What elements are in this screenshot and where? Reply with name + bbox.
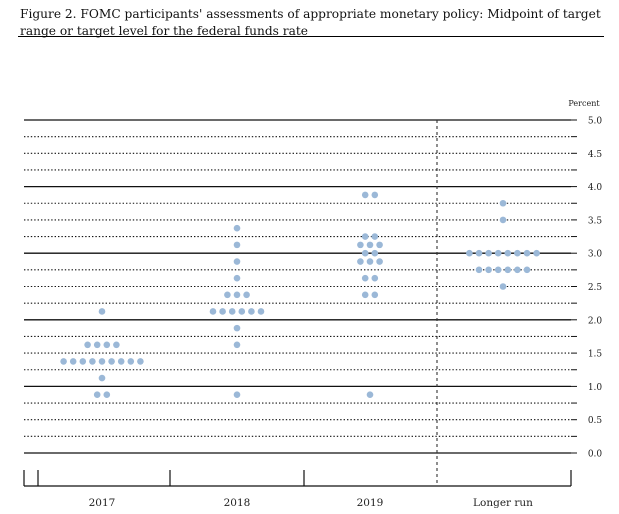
participant-dot bbox=[376, 241, 383, 249]
y-tick-label: 1.0 bbox=[588, 383, 603, 393]
participant-dot bbox=[466, 249, 473, 257]
participant-dot bbox=[233, 258, 241, 265]
y-tick-label: 3.5 bbox=[588, 216, 603, 226]
participant-dot bbox=[79, 358, 87, 365]
participant-dot bbox=[361, 291, 369, 299]
participant-dot bbox=[233, 241, 241, 249]
y-tick-label: 3.0 bbox=[588, 250, 603, 260]
participant-dot bbox=[371, 233, 379, 240]
participant-dot bbox=[533, 249, 540, 257]
participant-dot bbox=[494, 249, 502, 257]
participant-dot bbox=[371, 291, 379, 299]
participant-dot bbox=[209, 308, 217, 315]
participant-dot bbox=[371, 249, 379, 257]
participant-dot bbox=[475, 266, 483, 274]
participant-dot bbox=[366, 258, 374, 265]
participant-dot bbox=[228, 308, 236, 315]
participant-dot bbox=[93, 391, 101, 399]
participant-dot bbox=[233, 274, 241, 282]
participant-dot bbox=[233, 324, 241, 332]
y-tick-label: 5.0 bbox=[588, 117, 603, 127]
caption-rule bbox=[18, 36, 604, 37]
participant-dot bbox=[357, 258, 364, 265]
participant-dot bbox=[361, 233, 369, 240]
participant-dot bbox=[504, 266, 512, 274]
participant-dot bbox=[117, 358, 125, 365]
participant-dot bbox=[494, 266, 502, 274]
participant-dot bbox=[89, 358, 96, 365]
participant-dot bbox=[108, 358, 115, 365]
participant-dot bbox=[514, 266, 521, 274]
participant-dot bbox=[233, 391, 241, 399]
participant-dot bbox=[475, 249, 483, 257]
participant-dot bbox=[98, 308, 106, 315]
figure-caption: Figure 2. FOMC participants' assessments… bbox=[20, 7, 601, 38]
participant-dot bbox=[233, 341, 241, 349]
participant-dot bbox=[499, 199, 507, 207]
participant-dot bbox=[238, 308, 246, 315]
participant-dot bbox=[523, 266, 531, 274]
participant-dot bbox=[357, 241, 364, 249]
participant-dot bbox=[257, 308, 265, 315]
participant-dot bbox=[485, 249, 492, 257]
participant-dot bbox=[233, 224, 241, 232]
x-category-label: 2019 bbox=[357, 497, 384, 509]
participant-dot bbox=[219, 308, 226, 315]
participant-dot bbox=[376, 258, 383, 265]
y-tick-label: 4.5 bbox=[588, 150, 603, 160]
y-tick-label: 2.0 bbox=[588, 316, 603, 326]
y-tick-label: 4.0 bbox=[588, 183, 603, 193]
participant-dot bbox=[127, 358, 135, 365]
participant-dot bbox=[371, 191, 379, 199]
participant-dot bbox=[523, 249, 531, 257]
participant-dot bbox=[366, 391, 374, 399]
x-category-label: 2018 bbox=[224, 497, 251, 509]
participant-dot bbox=[361, 249, 369, 257]
participant-dot bbox=[103, 391, 111, 399]
y-tick-label: 0.5 bbox=[588, 416, 603, 426]
y-tick-label: 2.5 bbox=[588, 283, 603, 293]
participant-dot bbox=[499, 216, 507, 224]
participant-dot bbox=[69, 358, 77, 365]
participant-dot bbox=[248, 308, 255, 315]
participant-dot bbox=[98, 358, 106, 365]
participant-dot bbox=[499, 283, 507, 290]
participant-dot bbox=[113, 341, 120, 349]
participant-dot bbox=[137, 358, 144, 365]
participant-dot bbox=[371, 274, 379, 282]
participant-dot bbox=[84, 341, 91, 349]
y-axis-label: Percent bbox=[568, 99, 600, 108]
participant-dot bbox=[361, 274, 369, 282]
participant-dot bbox=[60, 358, 67, 365]
participant-dot bbox=[103, 341, 111, 349]
x-category-label: 2017 bbox=[89, 497, 116, 509]
participant-dot bbox=[485, 266, 492, 274]
participant-dot bbox=[514, 249, 521, 257]
y-tick-label: 0.0 bbox=[588, 450, 603, 460]
participant-dot bbox=[504, 249, 512, 257]
participant-dot bbox=[366, 241, 374, 249]
participant-dot bbox=[361, 191, 369, 199]
participant-dot bbox=[224, 291, 231, 299]
participant-dot bbox=[233, 291, 241, 299]
participant-dot bbox=[98, 374, 106, 382]
x-category-label: Longer run bbox=[473, 497, 533, 509]
participant-dot bbox=[93, 341, 101, 349]
y-tick-label: 1.5 bbox=[588, 350, 603, 360]
participant-dot bbox=[243, 291, 250, 299]
